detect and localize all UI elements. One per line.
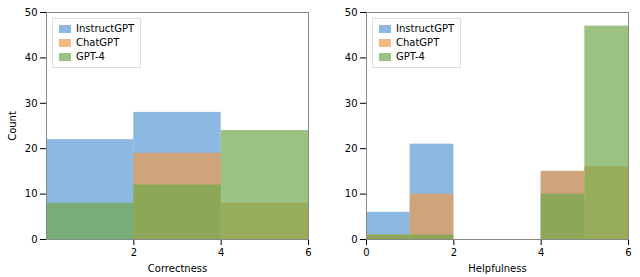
svg-text:2: 2 xyxy=(131,247,137,258)
svg-text:Helpfulness: Helpfulness xyxy=(468,263,526,274)
html-text:InstructGPT: InstructGPT xyxy=(76,23,135,34)
svg-text:4: 4 xyxy=(538,247,544,258)
svg-text:20: 20 xyxy=(345,143,358,154)
svg-text:50: 50 xyxy=(25,7,38,18)
html-text:ChatGPT: ChatGPT xyxy=(76,37,120,48)
svg-text:20: 20 xyxy=(25,143,38,154)
svg-text:4: 4 xyxy=(218,247,224,258)
svg-text:0: 0 xyxy=(363,247,369,258)
svg-text:40: 40 xyxy=(345,52,358,63)
html-text:GPT-4: GPT-4 xyxy=(76,51,105,62)
html-text:GPT-4: GPT-4 xyxy=(396,51,425,62)
svg-text:0: 0 xyxy=(351,234,357,245)
svg-text:6: 6 xyxy=(625,247,631,258)
html-text:ChatGPT: ChatGPT xyxy=(396,37,440,48)
svg-text:10: 10 xyxy=(345,188,358,199)
svg-text:Count: Count xyxy=(7,111,18,141)
svg-text:0: 0 xyxy=(31,234,37,245)
svg-text:Correctness: Correctness xyxy=(148,263,207,274)
svg-text:10: 10 xyxy=(25,188,38,199)
svg-text:2: 2 xyxy=(451,247,457,258)
svg-text:6: 6 xyxy=(305,247,311,258)
svg-text:30: 30 xyxy=(25,98,38,109)
html-text:InstructGPT: InstructGPT xyxy=(396,23,455,34)
svg-text:30: 30 xyxy=(345,98,358,109)
svg-text:50: 50 xyxy=(345,7,358,18)
svg-text:40: 40 xyxy=(25,52,38,63)
